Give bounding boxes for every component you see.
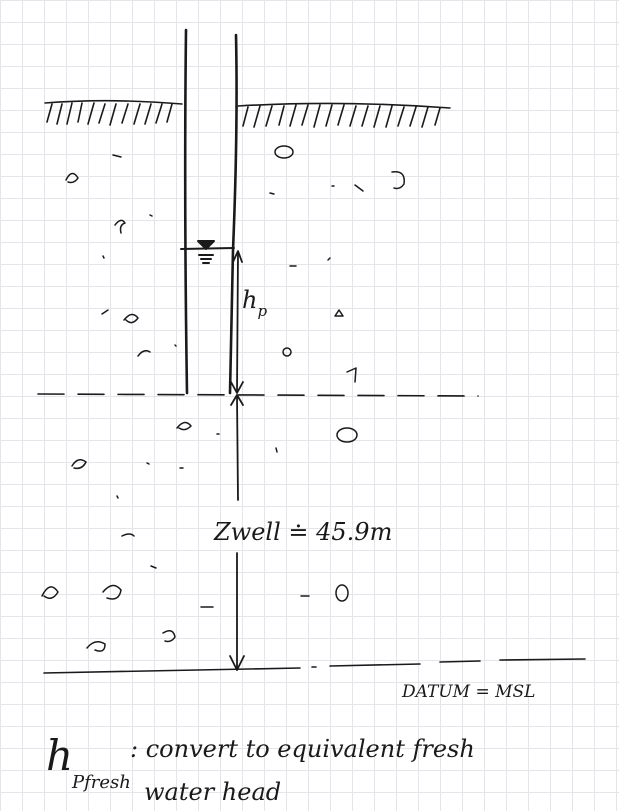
pressure-head-arrow	[230, 250, 244, 394]
note-line-2: water head	[144, 778, 281, 806]
note-subscript: Pfresh	[71, 772, 131, 793]
datum-label: DATUM = MSL	[401, 682, 535, 702]
reference-dashed-line	[37, 393, 479, 397]
water-level-symbol	[180, 240, 235, 264]
pressure-head-label: hp	[242, 286, 267, 320]
ground-surface-left	[44, 99, 183, 126]
ground-surface-right	[237, 102, 451, 128]
well-elevation-label: Zwell ≐ 45.9m	[213, 518, 392, 546]
well-casing-right-wall	[228, 33, 238, 395]
fresh-water-head-note: h Pfresh : convert to equivalent fresh w…	[46, 731, 475, 806]
note-symbol: h	[46, 731, 73, 780]
well-casing-left-wall	[183, 28, 189, 395]
datum-line	[43, 658, 586, 674]
aquifer-texture	[41, 145, 405, 652]
note-line-1: : convert to equivalent fresh	[130, 735, 475, 763]
